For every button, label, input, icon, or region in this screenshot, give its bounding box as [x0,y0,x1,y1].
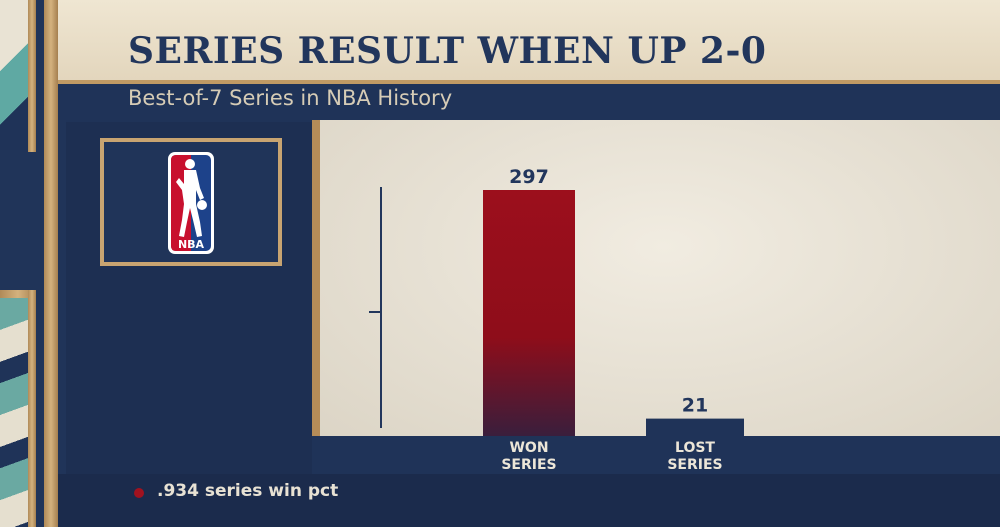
category-label: WON [509,440,548,456]
wood-pillar [44,0,58,527]
wood-trim [28,290,36,527]
bar-lost [646,418,744,436]
bars-group [483,190,744,436]
footnote: .934 series win pct [157,481,339,501]
nba-logo-icon: NBA [168,152,214,254]
bar-won [483,190,575,436]
page-subtitle: Best-of-7 Series in NBA History [128,86,453,110]
title-band [58,0,1000,84]
wood-trim [28,0,36,152]
logo-frame: NBA [100,138,282,266]
page-title: SERIES RESULT WHEN UP 2-0 [128,30,767,72]
bullet-dot-icon [134,488,144,498]
wood-trim [0,290,36,298]
chart-base-band [312,436,1000,476]
subtitle-band [58,84,1000,120]
category-label: LOST [675,440,715,456]
chart-panel [312,120,1000,436]
category-label: SERIES [667,457,722,473]
logo-text: NBA [178,238,205,251]
footer-band [58,474,1000,527]
bar-value-label: 297 [509,166,549,188]
bar-value-label: 21 [682,395,708,417]
decorative-artwork-top [0,0,28,150]
category-label: SERIES [501,457,556,473]
decorative-artwork-bottom [0,298,28,527]
